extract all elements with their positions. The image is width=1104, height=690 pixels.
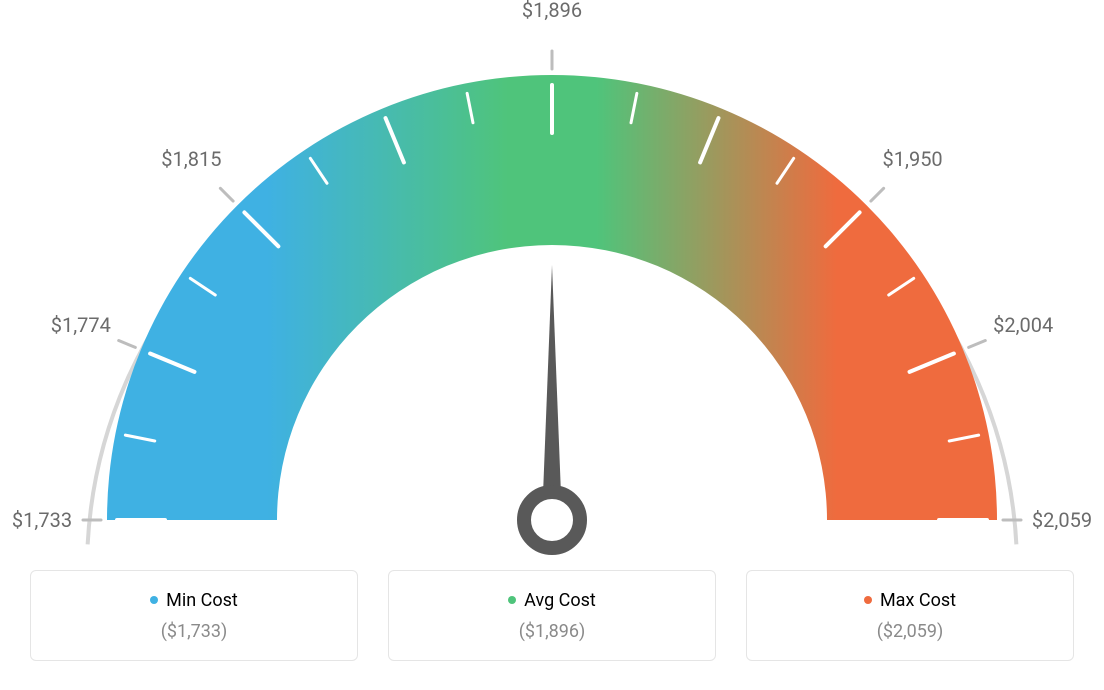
dot-icon <box>150 596 158 604</box>
gauge-tick-label: $2,004 <box>993 313 1053 337</box>
legend-card-avg: Avg Cost ($1,896) <box>388 570 716 661</box>
legend-title-text: Max Cost <box>880 590 956 611</box>
legend-card-min: Min Cost ($1,733) <box>30 570 358 661</box>
gauge-tick-label: $1,950 <box>883 147 943 171</box>
dot-icon <box>864 596 872 604</box>
legend-title-min: Min Cost <box>150 590 238 611</box>
legend-card-max: Max Cost ($2,059) <box>746 570 1074 661</box>
legend-value-max: ($2,059) <box>757 621 1063 642</box>
gauge-tick-label: $2,059 <box>1032 508 1092 532</box>
gauge-svg <box>0 0 1104 560</box>
legend-title-avg: Avg Cost <box>508 590 596 611</box>
legend-title-text: Avg Cost <box>524 590 596 611</box>
legend-title-text: Min Cost <box>166 590 238 611</box>
legend-row: Min Cost ($1,733) Avg Cost ($1,896) Max … <box>0 570 1104 661</box>
gauge-tick-label: $1,774 <box>51 313 111 337</box>
legend-title-max: Max Cost <box>864 590 956 611</box>
legend-value-avg: ($1,896) <box>399 621 705 642</box>
gauge-tick-label: $1,896 <box>522 0 582 22</box>
gauge-tick-label: $1,815 <box>161 147 221 171</box>
gauge-tick-label: $1,733 <box>12 508 72 532</box>
gauge-chart: $1,733 $1,774 $1,815 $1,896 $1,950 $2,004 $2,0… <box>0 0 1104 560</box>
dot-icon <box>508 596 516 604</box>
legend-value-min: ($1,733) <box>41 621 347 642</box>
